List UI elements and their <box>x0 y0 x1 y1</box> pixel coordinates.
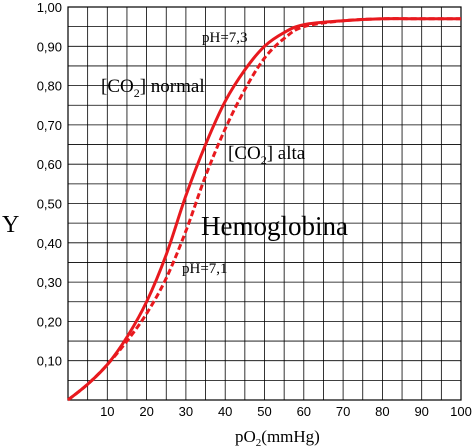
series-line-co2-alta <box>67 17 461 402</box>
y-tick-labels: 0,10 0,20 0,30 0,40 0,50 0,60 0,70 0,80 0,90 1,00 <box>37 0 62 369</box>
y-tick-label: 0,40 <box>37 236 62 251</box>
y-tick-label: 0,70 <box>37 118 62 133</box>
annotation-co2-normal: [CO2] normal <box>101 76 205 100</box>
annotation-ph-low: pH=7,1 <box>182 261 228 277</box>
x-tick-label: 100 <box>450 404 472 419</box>
y-tick-label: 0,80 <box>37 79 62 94</box>
x-axis-label: pO2(mmHg) <box>235 427 320 447</box>
x-tick-label: 80 <box>375 404 389 419</box>
y-tick-label: 0,90 <box>37 39 62 54</box>
y-tick-label: 0,30 <box>37 275 62 290</box>
x-tick-label: 10 <box>100 404 114 419</box>
x-tick-label: 90 <box>414 404 428 419</box>
x-tick-label: 20 <box>139 404 153 419</box>
y-tick-label: 0,60 <box>37 157 62 172</box>
y-axis-label: Y <box>2 212 19 238</box>
annotation-hemoglobina: Hemoglobina <box>201 211 348 241</box>
x-tick-label: 70 <box>336 404 350 419</box>
annotation-ph-high: pH=7,3 <box>202 30 248 46</box>
annotation-co2-alta: [CO2] alta <box>228 143 306 167</box>
series-lines <box>67 17 461 402</box>
x-tick-label: 40 <box>218 404 232 419</box>
y-tick-label: 0,20 <box>37 314 62 329</box>
x-tick-label: 60 <box>297 404 311 419</box>
x-tick-label: 30 <box>179 404 193 419</box>
x-tick-label: 50 <box>257 404 271 419</box>
y-tick-label: 1,00 <box>37 0 62 15</box>
y-tick-label: 0,10 <box>37 354 62 369</box>
y-tick-label: 0,50 <box>37 197 62 212</box>
x-tick-labels: 10 20 30 40 50 60 70 80 90 100 <box>100 404 472 419</box>
